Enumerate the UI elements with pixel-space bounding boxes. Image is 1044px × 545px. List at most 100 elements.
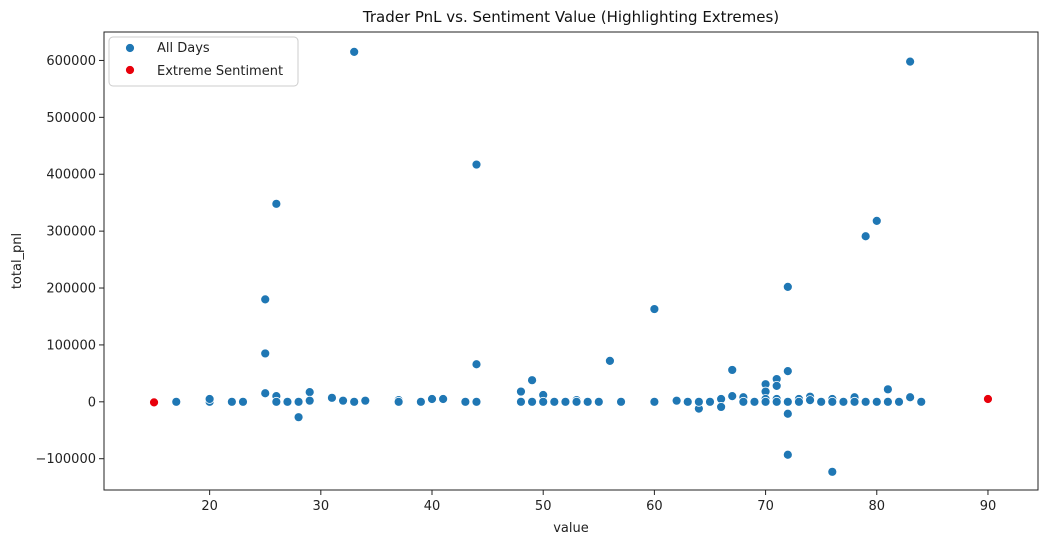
point-all-days bbox=[782, 396, 793, 407]
point-all-days bbox=[516, 396, 526, 407]
point-all-days bbox=[894, 396, 904, 407]
point-all-days bbox=[527, 396, 537, 407]
point-all-days bbox=[649, 396, 660, 407]
point-all-days bbox=[393, 396, 404, 407]
point-all-days bbox=[349, 396, 360, 407]
point-extreme-sentiment bbox=[983, 394, 993, 404]
point-all-days bbox=[360, 395, 371, 406]
point-all-days bbox=[905, 56, 916, 67]
y-tick-label: 600000 bbox=[46, 54, 96, 69]
x-axis: 20 30 40 50 60 70 80 90 bbox=[201, 490, 996, 514]
point-all-days bbox=[782, 281, 793, 292]
point-all-days bbox=[304, 387, 315, 398]
point-all-days bbox=[882, 384, 893, 395]
point-all-days bbox=[882, 396, 893, 407]
point-all-days bbox=[460, 396, 471, 407]
point-all-days bbox=[438, 394, 449, 404]
x-tick-label: 90 bbox=[980, 499, 997, 514]
point-all-days bbox=[327, 392, 337, 403]
legend-marker-all-days bbox=[125, 43, 135, 53]
x-tick-label: 30 bbox=[313, 499, 330, 514]
plot-points bbox=[149, 47, 993, 477]
point-all-days bbox=[727, 391, 738, 402]
point-all-days bbox=[471, 159, 482, 170]
point-all-days bbox=[204, 394, 215, 404]
point-all-days bbox=[271, 396, 282, 407]
point-all-days bbox=[260, 388, 271, 399]
x-tick-label: 20 bbox=[201, 499, 218, 514]
legend-marker-extreme-sentiment bbox=[125, 65, 135, 75]
point-all-days bbox=[905, 392, 916, 403]
point-all-days bbox=[794, 396, 804, 407]
point-all-days bbox=[516, 386, 526, 397]
x-tick-label: 70 bbox=[757, 499, 774, 514]
y-tick-label: 300000 bbox=[46, 225, 96, 240]
point-all-days bbox=[260, 294, 271, 305]
point-all-days bbox=[827, 466, 838, 477]
point-all-days bbox=[749, 396, 760, 407]
point-all-days bbox=[238, 396, 248, 407]
y-tick-label: 100000 bbox=[46, 338, 96, 353]
point-all-days bbox=[293, 412, 304, 423]
point-all-days bbox=[338, 395, 348, 406]
y-tick-label: 500000 bbox=[46, 111, 96, 126]
point-all-days bbox=[649, 304, 660, 314]
point-all-days bbox=[549, 396, 560, 407]
y-axis-title: total_pnl bbox=[10, 233, 25, 289]
point-all-days bbox=[838, 396, 849, 407]
point-all-days bbox=[816, 396, 827, 407]
point-all-days bbox=[171, 396, 182, 407]
point-all-days bbox=[860, 231, 871, 242]
y-tick-label: 200000 bbox=[46, 282, 96, 297]
legend-box bbox=[108, 36, 299, 87]
point-all-days bbox=[582, 396, 593, 407]
point-all-days bbox=[682, 396, 693, 407]
point-all-days bbox=[593, 396, 604, 407]
x-tick-label: 60 bbox=[646, 499, 663, 514]
point-all-days bbox=[760, 396, 771, 407]
point-all-days bbox=[916, 396, 927, 407]
point-all-days bbox=[538, 396, 549, 407]
point-all-days bbox=[571, 396, 582, 407]
point-all-days bbox=[782, 449, 793, 460]
point-all-days bbox=[871, 215, 882, 226]
point-extreme-sentiment bbox=[149, 397, 159, 408]
x-tick-label: 40 bbox=[424, 499, 441, 514]
legend-label-all-days: All Days bbox=[157, 41, 210, 56]
x-axis-title: value bbox=[553, 521, 589, 536]
point-all-days bbox=[727, 365, 738, 375]
point-all-days bbox=[427, 394, 437, 404]
point-all-days bbox=[605, 355, 615, 366]
point-all-days bbox=[616, 396, 626, 407]
x-tick-label: 80 bbox=[869, 499, 886, 514]
x-tick-label: 50 bbox=[535, 499, 552, 514]
legend-label-extreme-sentiment: Extreme Sentiment bbox=[157, 64, 283, 79]
point-all-days bbox=[282, 396, 293, 407]
point-all-days bbox=[871, 396, 882, 407]
point-all-days bbox=[693, 396, 704, 407]
legend: All Days Extreme Sentiment bbox=[108, 36, 299, 87]
point-all-days bbox=[349, 47, 360, 57]
chart-title: Trader PnL vs. Sentiment Value (Highligh… bbox=[362, 8, 779, 26]
point-all-days bbox=[860, 396, 871, 407]
point-all-days bbox=[527, 375, 537, 386]
y-axis: −100000 0 100000 200000 300000 400000 500000 60… bbox=[35, 54, 104, 467]
point-all-days bbox=[705, 396, 715, 407]
point-all-days bbox=[271, 198, 282, 209]
point-all-days bbox=[782, 408, 793, 419]
plot-frame bbox=[103, 31, 1039, 491]
y-tick-label: 400000 bbox=[46, 168, 96, 183]
point-all-days bbox=[471, 359, 482, 370]
point-all-days bbox=[560, 396, 571, 407]
point-all-days bbox=[471, 396, 482, 407]
point-all-days bbox=[304, 395, 315, 406]
point-all-days bbox=[260, 348, 271, 359]
point-all-days bbox=[415, 396, 426, 407]
point-all-days bbox=[849, 396, 860, 407]
point-all-days bbox=[771, 380, 782, 391]
point-all-days bbox=[805, 395, 815, 406]
y-tick-label: −100000 bbox=[35, 452, 96, 467]
point-all-days bbox=[782, 366, 793, 376]
